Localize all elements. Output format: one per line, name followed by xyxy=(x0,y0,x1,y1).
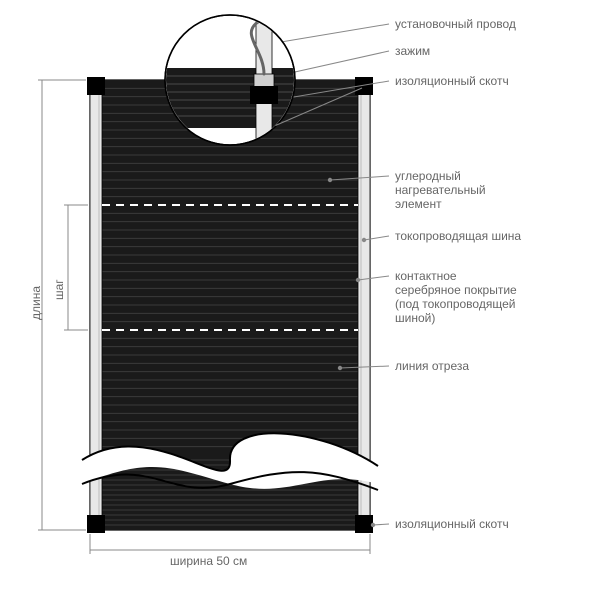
insulation-tape xyxy=(355,515,373,533)
svg-text:шаг: шаг xyxy=(52,279,66,300)
svg-text:ширина 50 см: ширина 50 см xyxy=(170,554,247,568)
svg-text:зажим: зажим xyxy=(395,44,430,58)
leader-line xyxy=(373,524,389,525)
svg-text:длина: длина xyxy=(29,286,43,320)
svg-text:токопроводящая шина: токопроводящая шина xyxy=(395,229,521,243)
svg-text:изоляционный скотч: изоляционный скотч xyxy=(395,517,509,531)
svg-text:изоляционный скотч: изоляционный скотч xyxy=(395,74,509,88)
svg-text:контактноесеребряное покрытие(: контактноесеребряное покрытие(под токопр… xyxy=(395,269,517,325)
insulation-tape xyxy=(87,515,105,533)
svg-text:углеродныйнагревательныйэлемен: углеродныйнагревательныйэлемент xyxy=(395,169,486,211)
insulation-tape xyxy=(87,77,105,95)
svg-text:установочный провод: установочный провод xyxy=(395,17,516,31)
svg-text:линия отреза: линия отреза xyxy=(395,359,469,373)
